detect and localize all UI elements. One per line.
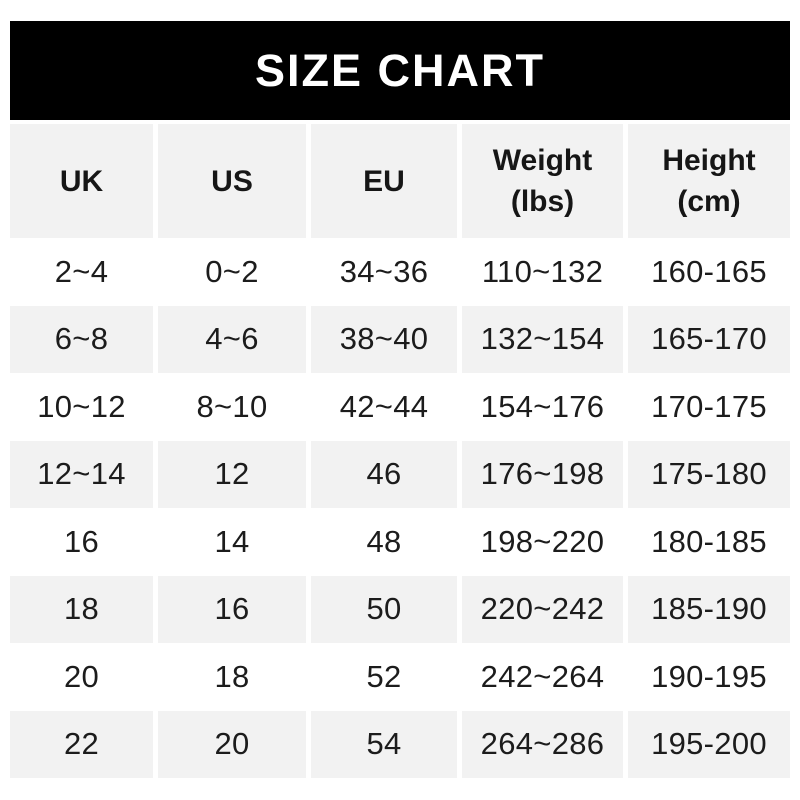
cell-uk: 12~14 (10, 440, 153, 508)
table-row: 18 16 50 220~242 185-190 (10, 575, 790, 643)
cell-weight: 242~264 (462, 643, 623, 711)
cell-height: 195-200 (628, 710, 790, 778)
column-header-height-cm: Height (cm) (628, 124, 790, 238)
cell-us: 4~6 (158, 305, 306, 373)
cell-uk: 18 (10, 575, 153, 643)
column-header-sublabel: (lbs) (510, 185, 575, 218)
table-body: 2~4 0~2 34~36 110~132 160-165 6~8 4~6 38… (10, 238, 790, 778)
cell-us: 12 (158, 440, 306, 508)
size-chart-banner: SIZE CHART (10, 21, 790, 120)
column-header-label: UK (59, 164, 104, 198)
cell-weight: 220~242 (462, 575, 623, 643)
column-header-label: Weight (492, 144, 593, 177)
table-row: 22 20 54 264~286 195-200 (10, 710, 790, 778)
column-header-sublabel: (cm) (677, 185, 741, 218)
cell-weight: 176~198 (462, 440, 623, 508)
cell-us: 20 (158, 710, 306, 778)
table-row: 12~14 12 46 176~198 175-180 (10, 440, 790, 508)
cell-uk: 2~4 (10, 238, 153, 306)
cell-uk: 10~12 (10, 373, 153, 441)
size-chart-title: SIZE CHART (255, 44, 545, 96)
column-header-label: US (211, 164, 253, 198)
cell-uk: 22 (10, 710, 153, 778)
cell-us: 16 (158, 575, 306, 643)
table-row: 10~12 8~10 42~44 154~176 170-175 (10, 373, 790, 441)
cell-weight: 154~176 (462, 373, 623, 441)
cell-eu: 46 (311, 440, 457, 508)
size-chart-table: UK US EU Weight (lbs) Height (cm) 2~4 0~… (10, 124, 790, 778)
table-row: 20 18 52 242~264 190-195 (10, 643, 790, 711)
cell-weight: 198~220 (462, 508, 623, 576)
cell-height: 190-195 (628, 643, 790, 711)
cell-uk: 6~8 (10, 305, 153, 373)
cell-eu: 50 (311, 575, 457, 643)
cell-us: 0~2 (158, 238, 306, 306)
cell-weight: 132~154 (462, 305, 623, 373)
cell-us: 18 (158, 643, 306, 711)
cell-height: 185-190 (628, 575, 790, 643)
table-row: 6~8 4~6 38~40 132~154 165-170 (10, 305, 790, 373)
cell-us: 8~10 (158, 373, 306, 441)
cell-eu: 48 (311, 508, 457, 576)
column-header-us: US (158, 124, 306, 238)
column-header-weight-lbs: Weight (lbs) (462, 124, 623, 238)
table-header-row: UK US EU Weight (lbs) Height (cm) (10, 124, 790, 238)
cell-height: 160-165 (628, 238, 790, 306)
cell-height: 175-180 (628, 440, 790, 508)
cell-us: 14 (158, 508, 306, 576)
column-header-label: Height (662, 144, 756, 177)
cell-height: 165-170 (628, 305, 790, 373)
cell-weight: 110~132 (462, 238, 623, 306)
column-header-uk: UK (10, 124, 153, 238)
cell-eu: 38~40 (311, 305, 457, 373)
cell-eu: 42~44 (311, 373, 457, 441)
cell-weight: 264~286 (462, 710, 623, 778)
cell-eu: 34~36 (311, 238, 457, 306)
cell-eu: 54 (311, 710, 457, 778)
table-row: 16 14 48 198~220 180-185 (10, 508, 790, 576)
cell-height: 180-185 (628, 508, 790, 576)
cell-uk: 20 (10, 643, 153, 711)
cell-uk: 16 (10, 508, 153, 576)
table-row: 2~4 0~2 34~36 110~132 160-165 (10, 238, 790, 306)
column-header-label: EU (363, 164, 405, 198)
column-header-eu: EU (311, 124, 457, 238)
cell-eu: 52 (311, 643, 457, 711)
cell-height: 170-175 (628, 373, 790, 441)
